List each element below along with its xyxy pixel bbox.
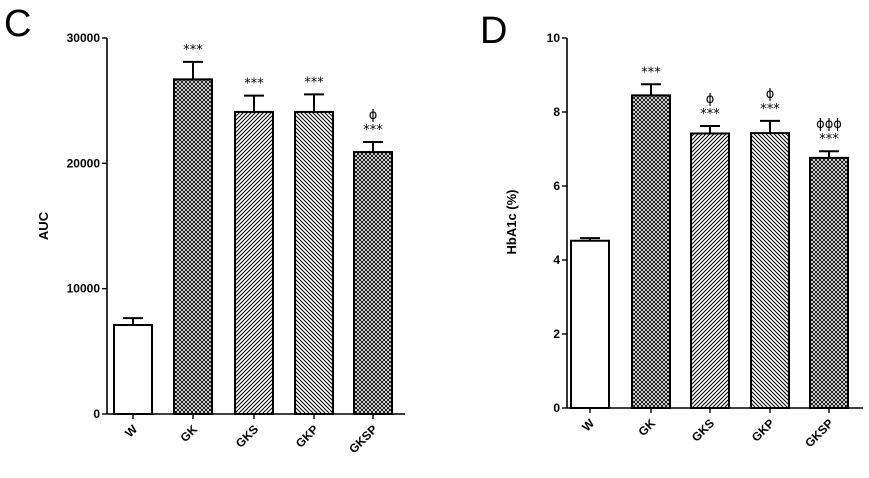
- panel-d-bar-gksp: [809, 156, 849, 409]
- panel-c-bar-w: [113, 324, 153, 415]
- panel-c-bar-gks: [234, 110, 274, 416]
- panel-d-y-tick-label: 8: [553, 105, 560, 119]
- panel-c-significance-label: ***: [183, 43, 203, 58]
- panel-c-y-tick-label: 30000: [67, 31, 101, 45]
- panel-c-significance-label: ***: [304, 75, 324, 90]
- panel-d-x-tick-label-gksp: GKSP: [802, 416, 836, 450]
- panel-c-y-tick-label: 10000: [67, 282, 101, 296]
- panel-c-y-axis-label: AUC: [36, 211, 51, 240]
- panel-c-x-tick-label-gksp: GKSP: [346, 422, 380, 456]
- panel-d-significance-label: ϕ: [766, 87, 775, 102]
- panel-d-y-tick-label: 2: [553, 327, 560, 341]
- panel-c-significance-label: ϕ: [369, 108, 378, 123]
- panel-d-x-tick-label-gk: GK: [635, 416, 658, 439]
- panel-d-significance-label: ***: [760, 102, 780, 117]
- panel-c-x-tick-label-gk: GK: [177, 422, 200, 445]
- panel-d-bar-gk: [631, 94, 671, 409]
- panel-d-significance-label: ***: [700, 107, 720, 122]
- panel-d-significance-label: ***: [819, 132, 839, 147]
- panel-c-x-tick-label-w: W: [122, 422, 140, 440]
- panel-d-significance-label: ϕ: [706, 92, 715, 107]
- panel-c-letter: C: [4, 3, 31, 45]
- panel-d-y-tick-label: 0: [553, 401, 560, 415]
- panel-c-y-tick-label: 20000: [67, 156, 101, 170]
- panel-c-y-tick-label: 0: [93, 407, 100, 421]
- panel-c-significance-label: ***: [244, 77, 264, 92]
- panel-d-significance-label: ϕϕϕ: [816, 117, 842, 132]
- panel-c-bar-gk: [173, 78, 213, 416]
- panel-c-significance-label: ***: [363, 123, 383, 138]
- panel-d-x-tick-label-w: W: [579, 416, 597, 434]
- panel-d-x-tick-label-gkp: GKP: [749, 416, 777, 444]
- panel-c-bar-gkp: [294, 110, 334, 416]
- panel-d-y-tick-label: 4: [553, 253, 560, 267]
- panel-d-y-tick-label: 6: [553, 179, 560, 193]
- panel-d-y-tick-label: 10: [547, 31, 561, 45]
- panel-d-letter: D: [480, 10, 507, 52]
- panel-d-x-tick-label-gks: GKS: [689, 416, 717, 444]
- panel-d-bar-gks: [690, 132, 730, 410]
- panel-d-y-axis-label: HbA1c (%): [504, 189, 519, 254]
- panel-d-bar-w: [570, 239, 610, 409]
- panel-c-x-tick-label-gkp: GKP: [293, 422, 321, 450]
- panel-c-x-tick-label-gks: GKS: [233, 422, 261, 450]
- panel-d-bar-gkp: [750, 132, 790, 409]
- panel-c-chart: C AUC 0 10000 20000 30000 W GK *** GKS *** GKP ***…: [4, 3, 405, 456]
- panel-c-bar-gksp: [353, 151, 393, 415]
- panel-d-significance-label: ***: [641, 65, 661, 80]
